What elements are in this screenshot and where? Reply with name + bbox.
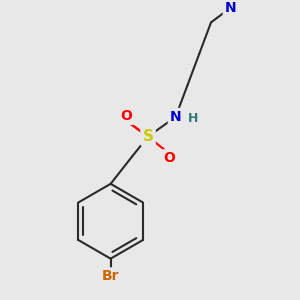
- Text: Br: Br: [102, 269, 119, 284]
- Text: N: N: [225, 1, 236, 15]
- Text: N: N: [225, 1, 236, 15]
- Text: S: S: [142, 129, 154, 144]
- Text: O: O: [120, 109, 132, 123]
- Text: O: O: [164, 151, 176, 165]
- Text: H: H: [188, 112, 199, 125]
- Text: N: N: [170, 110, 182, 124]
